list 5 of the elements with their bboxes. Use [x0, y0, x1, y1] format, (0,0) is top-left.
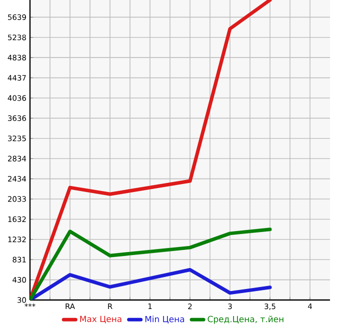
line-series	[30, 268, 272, 300]
line-series	[30, 228, 272, 300]
legend-label: Min Цена	[145, 316, 184, 324]
legend-label: Max Цена	[80, 316, 122, 324]
legend-label: Сред.Цена, т.йен	[208, 316, 284, 324]
